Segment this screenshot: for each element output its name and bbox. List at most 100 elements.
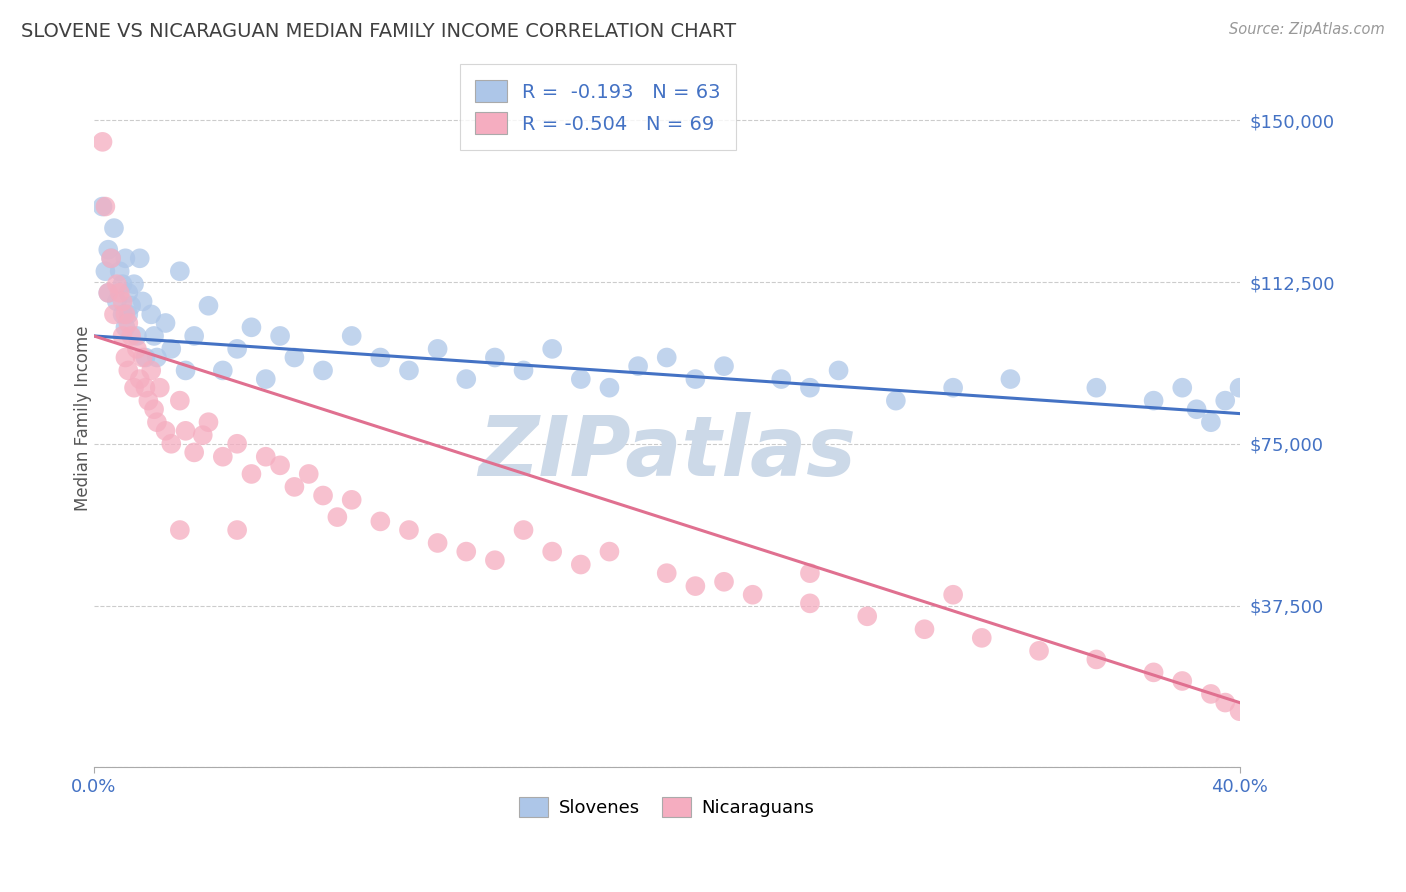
Point — [108, 285, 131, 300]
Point — [169, 393, 191, 408]
Point — [114, 351, 136, 365]
Point — [111, 277, 134, 292]
Point — [827, 363, 849, 377]
Point — [169, 523, 191, 537]
Point — [114, 320, 136, 334]
Point — [197, 299, 219, 313]
Point — [94, 200, 117, 214]
Legend: Slovenes, Nicaraguans: Slovenes, Nicaraguans — [512, 789, 821, 824]
Point — [1142, 665, 1164, 680]
Point — [111, 307, 134, 321]
Point — [226, 523, 249, 537]
Point — [120, 329, 142, 343]
Point — [191, 428, 214, 442]
Point — [569, 372, 592, 386]
Point — [169, 264, 191, 278]
Point — [541, 342, 564, 356]
Point — [627, 359, 650, 373]
Point — [91, 200, 114, 214]
Point — [456, 544, 478, 558]
Point — [97, 243, 120, 257]
Point — [713, 359, 735, 373]
Point — [108, 264, 131, 278]
Point — [128, 372, 150, 386]
Point — [1171, 673, 1194, 688]
Point — [1185, 402, 1208, 417]
Y-axis label: Median Family Income: Median Family Income — [75, 326, 91, 510]
Point — [128, 252, 150, 266]
Point — [117, 285, 139, 300]
Text: ZIPatlas: ZIPatlas — [478, 412, 856, 493]
Point — [114, 307, 136, 321]
Point — [131, 351, 153, 365]
Point — [120, 299, 142, 313]
Point — [1142, 393, 1164, 408]
Point — [155, 316, 177, 330]
Point — [1199, 415, 1222, 429]
Point — [914, 622, 936, 636]
Point — [254, 372, 277, 386]
Point — [174, 363, 197, 377]
Point — [283, 351, 305, 365]
Point — [122, 381, 145, 395]
Point — [340, 329, 363, 343]
Point — [114, 252, 136, 266]
Point — [655, 566, 678, 581]
Point — [484, 553, 506, 567]
Point — [269, 329, 291, 343]
Point — [117, 363, 139, 377]
Point — [97, 285, 120, 300]
Point — [685, 579, 707, 593]
Point — [370, 515, 392, 529]
Point — [512, 523, 534, 537]
Point — [1171, 381, 1194, 395]
Point — [456, 372, 478, 386]
Point — [125, 342, 148, 356]
Point — [856, 609, 879, 624]
Point — [398, 523, 420, 537]
Point — [211, 363, 233, 377]
Point — [1229, 704, 1251, 718]
Text: Source: ZipAtlas.com: Source: ZipAtlas.com — [1229, 22, 1385, 37]
Point — [1213, 393, 1236, 408]
Point — [149, 381, 172, 395]
Point — [1213, 696, 1236, 710]
Point — [91, 135, 114, 149]
Point — [111, 329, 134, 343]
Point — [226, 436, 249, 450]
Point — [598, 381, 620, 395]
Point — [1085, 381, 1108, 395]
Point — [111, 294, 134, 309]
Point — [240, 320, 263, 334]
Point — [942, 381, 965, 395]
Point — [183, 445, 205, 459]
Point — [1028, 644, 1050, 658]
Point — [370, 351, 392, 365]
Point — [426, 342, 449, 356]
Point — [211, 450, 233, 464]
Point — [100, 252, 122, 266]
Point — [174, 424, 197, 438]
Point — [143, 329, 166, 343]
Point — [283, 480, 305, 494]
Point — [155, 424, 177, 438]
Point — [541, 544, 564, 558]
Point — [799, 566, 821, 581]
Point — [685, 372, 707, 386]
Point — [398, 363, 420, 377]
Point — [970, 631, 993, 645]
Text: SLOVENE VS NICARAGUAN MEDIAN FAMILY INCOME CORRELATION CHART: SLOVENE VS NICARAGUAN MEDIAN FAMILY INCO… — [21, 22, 737, 41]
Point — [105, 294, 128, 309]
Point — [1000, 372, 1022, 386]
Point — [1085, 652, 1108, 666]
Point — [484, 351, 506, 365]
Point — [134, 381, 156, 395]
Point — [160, 342, 183, 356]
Point — [100, 252, 122, 266]
Point — [569, 558, 592, 572]
Point — [183, 329, 205, 343]
Point — [884, 393, 907, 408]
Point — [942, 588, 965, 602]
Point — [143, 402, 166, 417]
Point — [138, 393, 160, 408]
